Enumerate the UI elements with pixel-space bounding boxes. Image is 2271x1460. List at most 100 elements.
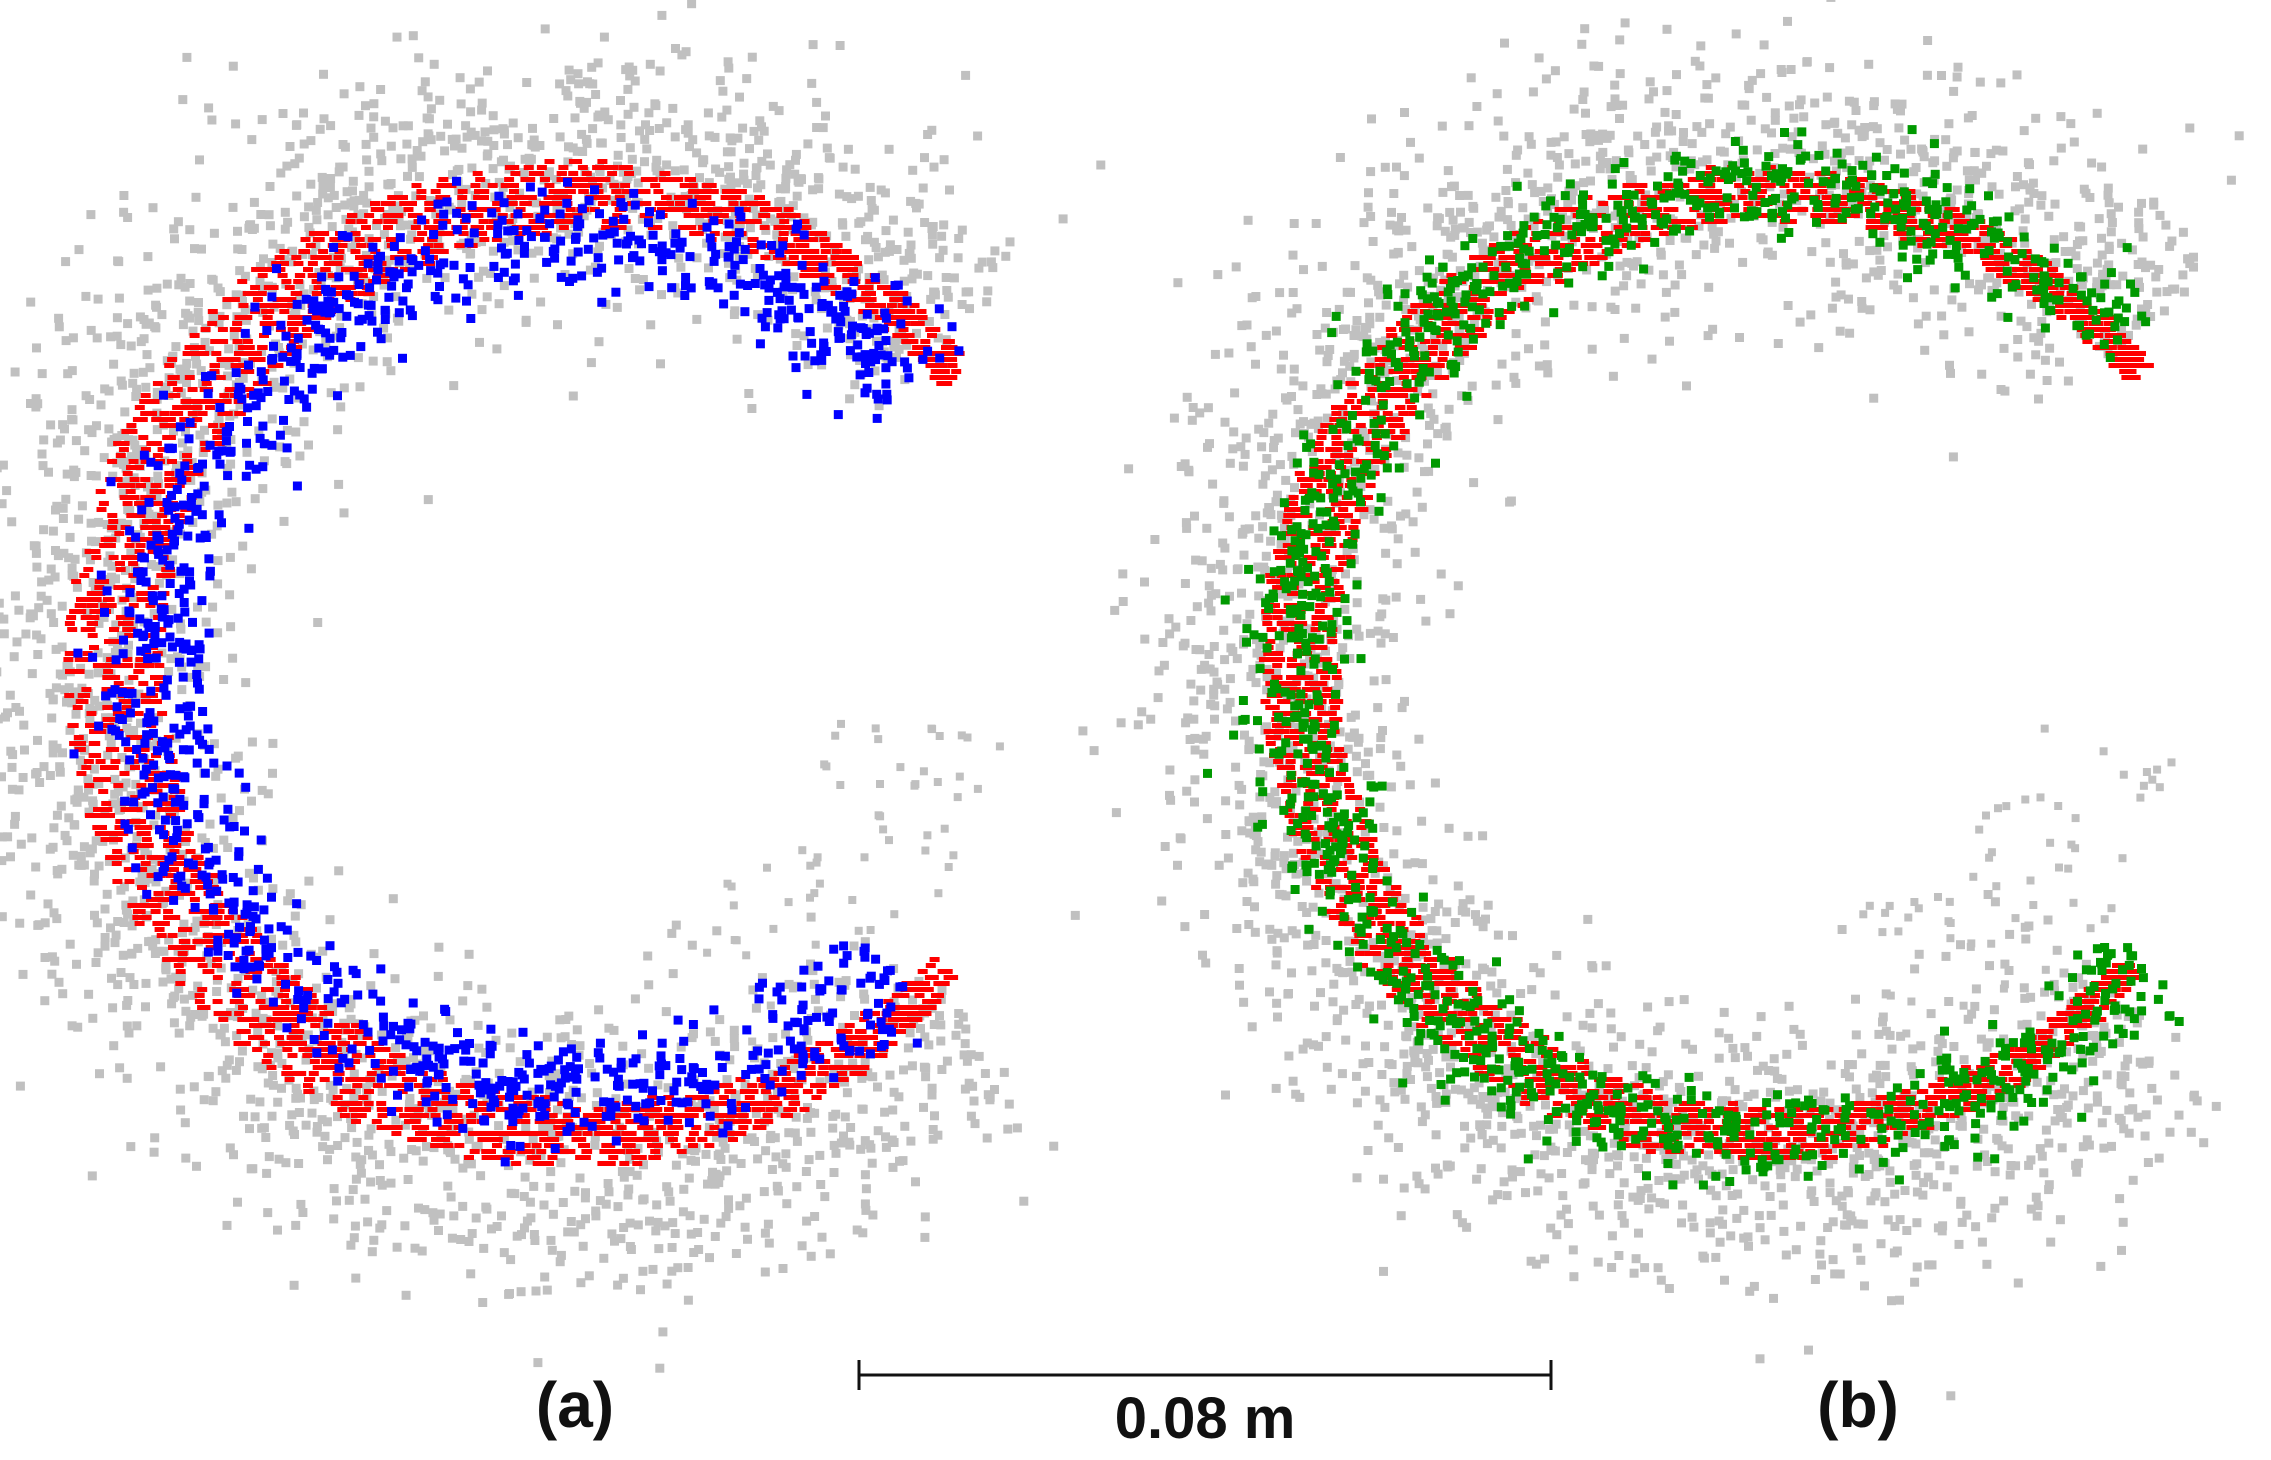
point-reference (150, 675, 160, 680)
point-noise (0, 629, 9, 639)
point-noise (527, 248, 537, 258)
point-noise (75, 755, 85, 765)
point-reference (795, 243, 806, 248)
point-reference (889, 297, 900, 302)
point-reference (294, 273, 305, 278)
point-noise (49, 823, 59, 833)
point-noise (263, 1208, 273, 1218)
point-noise (175, 1084, 185, 1094)
point-reference (625, 1119, 636, 1124)
point-noise (325, 1144, 335, 1154)
point-reference (267, 969, 278, 974)
point-reference (73, 735, 84, 740)
point-noise (132, 447, 142, 457)
point-reference (542, 201, 553, 206)
point-reference (89, 729, 99, 734)
point-noise (110, 789, 120, 799)
point-reference (335, 291, 346, 296)
point-noise (44, 575, 54, 585)
point-noise (639, 1160, 648, 1170)
point-noise (259, 456, 269, 466)
point-reference (458, 231, 469, 236)
point-reference (356, 219, 367, 224)
point-reference (238, 363, 249, 368)
point-noise (403, 1034, 413, 1044)
point-noise (877, 270, 887, 280)
point-noise (254, 426, 264, 436)
point-noise (846, 316, 855, 326)
point-noise (307, 250, 317, 260)
point-reference (79, 573, 90, 578)
point-noise (525, 1155, 535, 1165)
point-noise (50, 956, 60, 966)
point-noise (679, 165, 689, 175)
point-reference (160, 531, 171, 536)
point-noise (914, 199, 924, 209)
point-noise (668, 103, 678, 113)
point-reference (278, 969, 289, 974)
point-noise (369, 112, 379, 122)
point-reference (616, 225, 627, 230)
point-noise (55, 767, 65, 777)
point-noise (354, 110, 364, 120)
point-reference (834, 1053, 845, 1058)
point-reference (391, 1083, 402, 1088)
point-noise (957, 225, 967, 235)
point-reference (418, 1089, 429, 1094)
point-noise (982, 297, 992, 307)
point-reference (89, 609, 100, 614)
point-noise (881, 226, 891, 236)
point-noise (865, 182, 875, 192)
point-noise (16, 839, 26, 849)
point-reference (357, 291, 368, 296)
point-noise (724, 63, 734, 73)
point-reference (284, 1077, 295, 1082)
point-noise (0, 463, 2, 473)
point-reference (250, 939, 261, 944)
point-reference (472, 171, 483, 176)
point-reference (82, 651, 93, 656)
point-noise (864, 212, 874, 222)
point-noise (46, 420, 56, 430)
point-noise (129, 980, 139, 989)
point-reference (380, 201, 391, 206)
point-noise (744, 389, 754, 398)
point-reference (354, 1029, 365, 1034)
point-reference (722, 1113, 733, 1118)
point-reference (333, 255, 344, 260)
point-noise (861, 1184, 871, 1194)
point-noise (776, 196, 786, 206)
point-reference (857, 1041, 868, 1046)
point-noise (299, 212, 309, 222)
point-reference (538, 1161, 549, 1166)
point-reference (628, 1137, 639, 1142)
point-noise (382, 357, 392, 367)
point-noise (308, 345, 318, 355)
point-reference (568, 171, 579, 176)
point-noise (208, 602, 218, 612)
point-noise (419, 1011, 428, 1021)
point-reference (136, 831, 147, 836)
point-noise (788, 201, 798, 211)
point-noise (246, 564, 256, 574)
point-noise (705, 1253, 714, 1263)
point-noise (174, 984, 184, 994)
point-noise (149, 820, 159, 830)
point-reference (430, 189, 441, 194)
point-noise (125, 506, 135, 516)
point-noise (536, 297, 546, 307)
point-noise (125, 973, 135, 983)
point-noise (616, 96, 625, 105)
point-noise (712, 926, 722, 936)
point-noise (247, 225, 257, 234)
point-reference (944, 351, 955, 356)
point-noise (722, 1075, 732, 1085)
point-reference (83, 759, 94, 764)
point-noise (587, 62, 597, 72)
point-reference (718, 213, 729, 218)
point-reference (779, 219, 790, 224)
point-reference (352, 267, 363, 272)
point-noise (107, 561, 117, 571)
point-noise (100, 904, 110, 914)
point-noise (995, 742, 1004, 751)
